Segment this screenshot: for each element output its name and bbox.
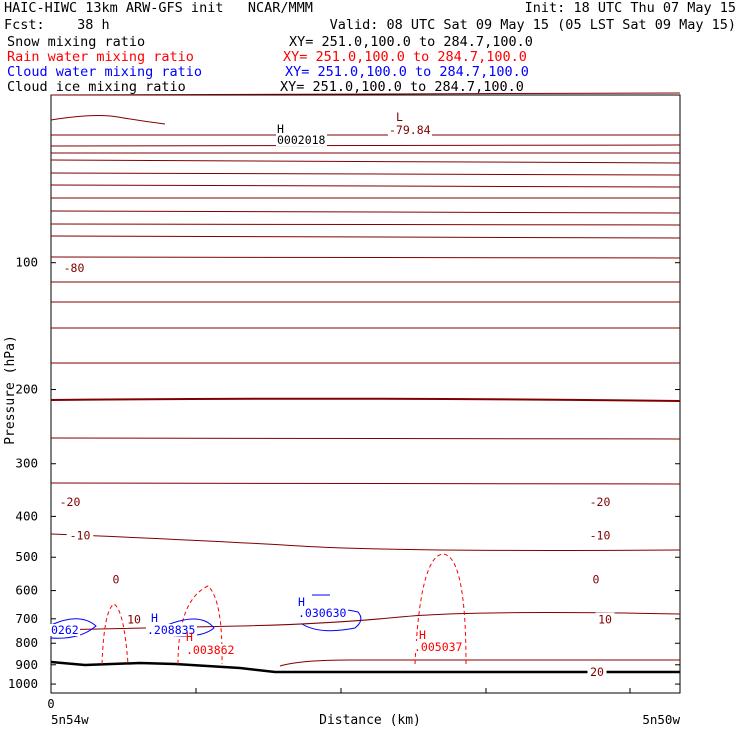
forecast-hour: Fcst: 38 h <box>4 17 110 33</box>
isotherm <box>50 144 681 147</box>
x-end-label: 5n50w <box>642 712 680 727</box>
run-title: HAIC-HIWC 13km ARW-GFS init NCAR/MMM <box>4 0 313 16</box>
x-axis-label: Distance (km) <box>319 713 421 728</box>
rain-contour <box>177 585 223 665</box>
contour-label: 20 <box>590 665 604 679</box>
contour-label: -80 <box>64 261 85 275</box>
extremum-marker: H <box>419 628 426 642</box>
isotherm <box>50 437 681 440</box>
contour-label-bg <box>56 495 84 509</box>
y-tick-label: 500 <box>15 549 38 564</box>
y-tick-label: 1000 <box>8 676 38 691</box>
isotherm <box>279 659 680 667</box>
contour-label: -20 <box>590 495 611 509</box>
contour-labels: -80 -20 -20 -10 -10 0 0 10 10 20 <box>56 261 615 679</box>
contour-label: 10 <box>598 613 612 627</box>
extremum-value: -79.84 <box>389 123 431 137</box>
contour-label: -10 <box>590 528 611 542</box>
plot-frame <box>50 94 681 694</box>
y-tick-label: 900 <box>15 657 38 672</box>
extremum-value-bg <box>297 607 348 619</box>
field-snow-xy: XY= 251.0,100.0 to 284.7,100.0 <box>289 34 533 50</box>
extrema-labels: L-79.84H0002018H.208835H.030630H.003862H… <box>50 110 464 657</box>
extremum-value: .005037 <box>414 640 463 654</box>
extremum-value-bg <box>276 134 327 146</box>
isotherm <box>50 533 681 551</box>
y-axis-label: Pressure (hPa) <box>3 335 18 445</box>
isotherm <box>50 482 681 485</box>
y-tick-label: 700 <box>15 611 38 626</box>
extremum-value-bg <box>146 624 197 636</box>
field-snow-label: Snow mixing ratio <box>7 34 146 50</box>
isotherm <box>50 210 681 214</box>
field-ice-xy: XY= 251.0,100.0 to 284.7,100.0 <box>280 79 524 95</box>
field-ice-label: Cloud ice mixing ratio <box>7 79 186 95</box>
field-cloud-label: Cloud water mixing ratio <box>7 64 203 80</box>
extremum-value: .030630 <box>298 606 347 620</box>
contour-label-bg <box>590 572 602 586</box>
field-cloud-xy: XY= 251.0,100.0 to 284.7,100.0 <box>285 64 529 80</box>
contour-label: -10 <box>70 528 91 542</box>
extremum-value: .003862 <box>186 643 234 657</box>
valid-time: Valid: 08 UTC Sat 09 May 15 (05 LST Sat … <box>329 17 736 33</box>
isotherm-zero <box>50 397 681 402</box>
x-start-label: 5n54w <box>51 712 89 727</box>
extremum-marker: H <box>186 630 193 644</box>
terrain-line <box>50 660 680 674</box>
contour-label: 0 <box>593 573 600 587</box>
contour-label-bg <box>587 664 607 678</box>
isotherm <box>50 223 681 226</box>
extremum-value-bg <box>413 641 464 653</box>
contour-label-bg <box>586 495 614 509</box>
extremum-marker: H <box>277 122 284 136</box>
extremum-value-bg <box>388 124 432 136</box>
extremum-marker: H <box>151 611 158 625</box>
cloud-contour <box>50 618 97 639</box>
contour-label: -20 <box>60 495 81 509</box>
isotherm <box>50 172 681 176</box>
x-tick-label: 0 <box>47 697 54 711</box>
y-tick-label: 300 <box>15 456 38 471</box>
contour-label-bg <box>595 612 615 626</box>
extremum-value: 0002018 <box>277 133 326 147</box>
extremum-value: .208835 <box>147 623 195 637</box>
contour-label-bg <box>110 572 122 586</box>
field-rain-xy: XY= 251.0,100.0 to 284.7,100.0 <box>283 49 527 65</box>
isotherm <box>50 256 681 259</box>
isotherm <box>50 115 166 125</box>
y-tick-label: 200 <box>15 382 38 397</box>
contour-label: 10 <box>127 613 141 627</box>
y-tick-label: 600 <box>15 583 38 598</box>
field-rain-label: Rain water mixing ratio <box>7 49 194 65</box>
x-ticks <box>50 688 631 693</box>
y-tick-label: 800 <box>15 635 38 650</box>
rain-contour <box>101 603 129 665</box>
init-time: Init: 18 UTC Thu 07 May 15 <box>524 0 736 16</box>
temperature-contours <box>50 92 681 667</box>
y-tick-label: 400 <box>15 508 38 523</box>
contour-label-bg <box>60 261 88 275</box>
extremum-marker: H <box>298 595 305 609</box>
extremum-value-bg <box>185 644 236 656</box>
isotherm <box>50 159 681 164</box>
rain-contours <box>101 553 467 665</box>
isotherm <box>50 184 681 188</box>
isotherm <box>50 612 681 631</box>
isotherm <box>50 235 681 239</box>
contour-label-bg <box>586 528 614 542</box>
contour-label-bg <box>124 612 144 626</box>
extremum-marker: L <box>396 110 403 124</box>
y-tick-label: 100 <box>15 255 38 270</box>
isotherm <box>50 92 681 96</box>
extremum-value: 0262 <box>51 623 79 637</box>
contour-label-bg <box>66 528 94 542</box>
contour-label: 0 <box>113 573 120 587</box>
extremum-value-bg <box>50 624 80 636</box>
